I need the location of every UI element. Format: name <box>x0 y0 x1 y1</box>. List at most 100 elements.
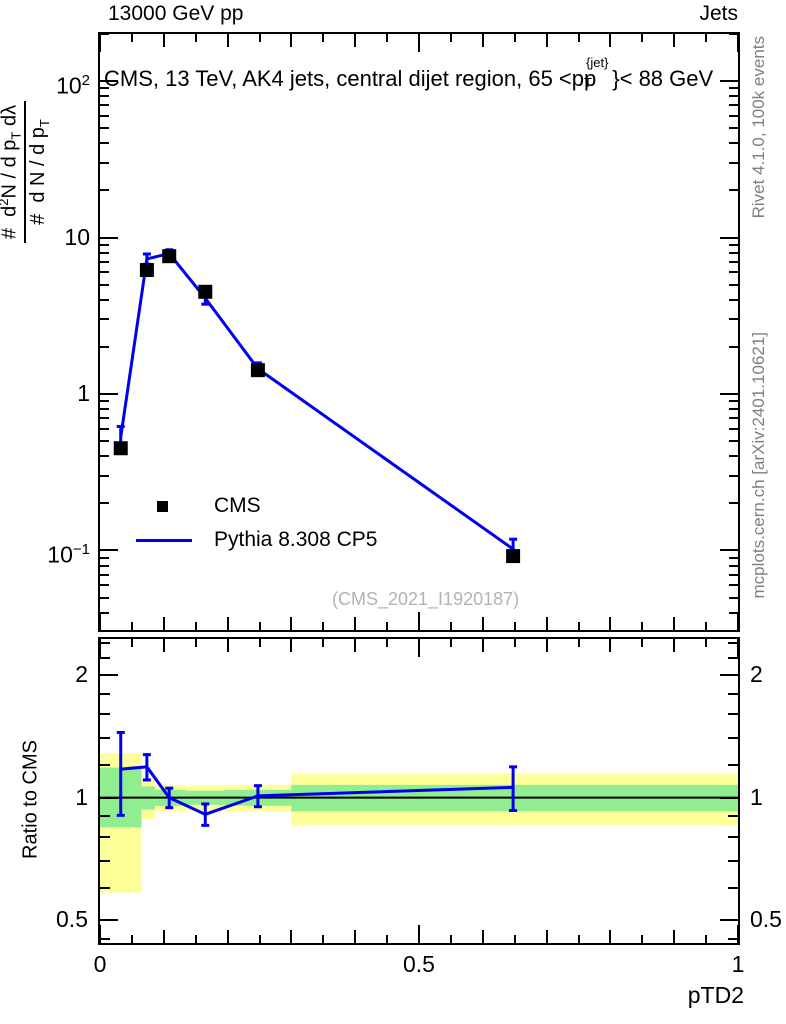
axis-tick <box>729 455 738 458</box>
axis-tick <box>577 622 580 630</box>
axis-tick <box>100 596 109 599</box>
axis-tick <box>449 935 452 943</box>
ratio-error-bar <box>509 765 518 812</box>
axis-tick <box>194 622 197 630</box>
axis-tick <box>720 919 738 922</box>
axis-tick <box>728 887 738 890</box>
axis-tick <box>100 189 109 192</box>
x-tick-label: 0.5 <box>403 951 435 977</box>
axis-tick <box>100 236 118 239</box>
y-axis-numerator: # d2N / d pT dλ <box>0 100 26 244</box>
axis-tick <box>720 236 738 239</box>
axis-tick <box>100 34 101 52</box>
axis-tick <box>162 617 165 630</box>
y-tick-label: 1 <box>77 379 90 406</box>
axis-tick <box>545 639 548 652</box>
axis-tick <box>513 622 516 630</box>
legend-key-marker <box>130 489 200 523</box>
x-tick-label: 0 <box>93 951 107 977</box>
axis-tick <box>729 127 738 130</box>
ratio-tick-label-left: 2 <box>75 660 88 687</box>
axis-tick <box>729 243 738 246</box>
y-tick-label: 10−1 <box>47 541 90 569</box>
line-marker-icon <box>136 539 192 542</box>
axis-tick <box>641 639 644 647</box>
axis-tick <box>100 283 109 286</box>
data-point-marker <box>139 263 154 278</box>
axis-tick <box>729 189 738 192</box>
axis-tick <box>728 692 738 695</box>
axis-tick <box>729 573 738 576</box>
axis-tick <box>720 392 738 395</box>
axis-tick <box>258 622 261 630</box>
axis-tick <box>100 573 109 576</box>
mcplots-credit: mcplots.cern.ch [arXiv:2401.10621] <box>744 330 774 630</box>
axis-tick <box>100 887 110 890</box>
axis-tick <box>729 251 738 254</box>
axis-tick <box>100 243 109 246</box>
axis-tick <box>418 639 420 657</box>
ratio-error-bar <box>116 730 125 817</box>
axis-tick <box>729 502 738 505</box>
axis-tick <box>729 87 738 90</box>
axis-tick <box>100 345 109 348</box>
axis-tick <box>737 925 738 943</box>
ratio-data-svg <box>100 730 738 893</box>
axis-tick <box>100 657 110 660</box>
axis-tick <box>226 34 229 47</box>
axis-tick <box>162 639 165 652</box>
axis-tick <box>513 639 516 647</box>
axis-tick <box>729 596 738 599</box>
axis-tick <box>728 737 738 740</box>
axis-tick <box>162 930 165 943</box>
header: 13000 GeV pp Jets <box>0 2 786 28</box>
axis-tick <box>641 935 644 943</box>
axis-tick <box>737 639 738 657</box>
ratio-tick-label-left: 1 <box>75 783 88 810</box>
legend-key-line <box>130 523 200 557</box>
axis-tick <box>705 935 708 943</box>
axis-tick <box>729 260 738 263</box>
axis-tick <box>100 127 109 130</box>
plot-title-main: CMS, 13 TeV, AK4 jets, central dijet reg… <box>104 66 585 91</box>
axis-tick <box>728 641 738 644</box>
axis-tick <box>100 104 109 107</box>
axis-tick <box>673 930 676 943</box>
axis-tick <box>290 34 293 47</box>
axis-tick <box>729 318 738 321</box>
axis-tick <box>720 549 738 552</box>
axis-tick <box>386 639 389 647</box>
axis-tick <box>290 930 293 943</box>
axis-tick <box>100 815 110 818</box>
axis-tick <box>100 673 118 676</box>
axis-tick <box>100 796 118 799</box>
axis-tick <box>641 622 644 630</box>
axis-tick <box>100 556 109 559</box>
legend-entry-pythia: Pythia 8.308 CP5 <box>130 523 430 557</box>
axis-tick <box>100 271 109 274</box>
axis-tick <box>162 34 165 47</box>
axis-tick <box>720 796 738 799</box>
axis-tick <box>100 641 110 644</box>
axis-tick <box>729 408 738 411</box>
axis-tick <box>737 612 738 630</box>
axis-tick <box>258 639 261 647</box>
axis-tick <box>354 617 357 630</box>
axis-tick <box>100 440 109 443</box>
axis-tick <box>354 930 357 943</box>
axis-tick <box>705 34 708 42</box>
axis-tick <box>729 440 738 443</box>
axis-tick <box>100 859 110 862</box>
axis-tick <box>545 930 548 943</box>
y-tick-label: 102 <box>56 72 90 99</box>
axis-tick <box>100 764 110 767</box>
axis-tick <box>194 639 197 647</box>
axis-tick <box>258 34 261 42</box>
ratio-error-bar <box>201 802 210 827</box>
ratio-plot-area <box>100 639 738 943</box>
x-axis-title: pTD2 <box>687 982 744 1008</box>
axis-tick <box>226 639 229 652</box>
axis-tick <box>100 639 101 657</box>
axis-tick <box>513 935 516 943</box>
axis-tick <box>609 617 612 630</box>
